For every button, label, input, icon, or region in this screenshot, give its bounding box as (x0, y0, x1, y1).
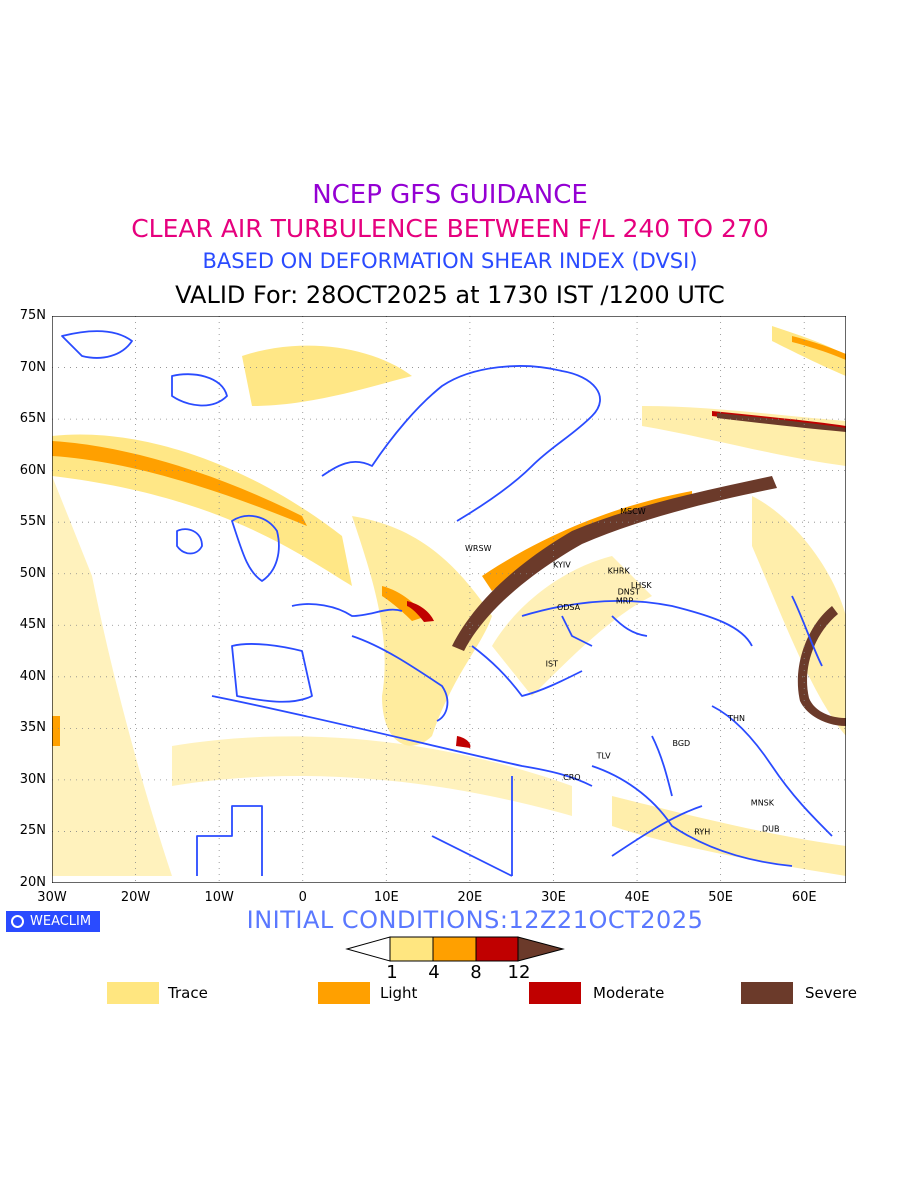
colorbar-tick-label: 12 (507, 962, 531, 983)
colorbar-segment (432, 936, 477, 962)
latitude-label: 30N (19, 771, 46, 787)
station-label: ODSA (557, 603, 581, 612)
latitude-label: 70N (19, 359, 46, 375)
title-line-2: CLEAR AIR TURBULENCE BETWEEN F/L 240 TO … (131, 214, 769, 243)
station-label: CRO (563, 773, 580, 782)
latitude-label: 45N (19, 617, 46, 633)
weaclim-label: WEACLIM (30, 914, 92, 929)
colorbar-tick-label: 4 (428, 962, 440, 983)
latitude-label: 50N (19, 565, 46, 581)
colorbar (345, 936, 565, 962)
latitude-label: 20N (19, 875, 46, 890)
longitude-label: 50E (708, 890, 733, 905)
legend-label-moderate: Moderate (593, 984, 665, 1002)
longitude-label: 40E (624, 890, 650, 905)
station-label: MRP (616, 597, 633, 606)
latitude-label: 25N (19, 823, 46, 839)
colorbar-segment (389, 936, 434, 962)
legend-swatch-moderate (529, 982, 581, 1004)
coastlines-and-borders (61, 330, 833, 877)
title-line-3: BASED ON DEFORMATION SHEAR INDEX (DVSI) (202, 249, 698, 273)
station-label: MSCW (620, 507, 646, 516)
latitude-label: 60N (19, 462, 46, 478)
latitude-label: 75N (19, 308, 46, 323)
legend-label-trace: Trace (168, 984, 208, 1002)
legend-swatch-trace (107, 982, 159, 1004)
legend-label-severe: Severe (805, 984, 857, 1002)
latitude-label: 55N (19, 514, 46, 530)
colorbar-tick-label: 1 (386, 962, 398, 983)
longitude-label: 20E (457, 890, 483, 905)
turbulence-shading (52, 326, 846, 876)
latitude-label: 35N (19, 720, 46, 736)
initial-conditions: INITIAL CONDITIONS:12Z21OCT2025 (246, 906, 704, 934)
station-label: THN (727, 714, 745, 723)
map-grid (52, 316, 846, 883)
colorbar-low-triangle (345, 936, 391, 962)
weaclim-ring-icon (11, 915, 24, 928)
station-label: IST (546, 660, 558, 669)
longitude-label: 10W (204, 890, 234, 905)
station-label: KYIV (553, 561, 571, 570)
valid-time: VALID For: 28OCT2025 at 1730 IST /1200 U… (175, 281, 725, 309)
legend-label-light: Light (380, 984, 418, 1002)
longitude-label: 60E (791, 890, 817, 905)
station-label: LHSK (631, 581, 653, 590)
title-line-1: NCEP GFS GUIDANCE (312, 180, 588, 210)
latitude-label: 65N (19, 411, 46, 427)
legend-swatch-light (318, 982, 370, 1004)
longitude-label: 30W (37, 890, 67, 905)
colorbar-tick-label: 8 (470, 962, 482, 983)
weaclim-logo: WEACLIM (6, 911, 100, 932)
station-label: DUB (762, 824, 780, 833)
longitude-label: 10E (373, 890, 399, 905)
station-label: MNSK (751, 799, 775, 808)
longitude-label: 20W (120, 890, 151, 905)
longitude-label: 30E (541, 890, 566, 905)
station-label: DNST (618, 587, 640, 596)
colorbar-segment (475, 936, 519, 962)
station-label: RYH (694, 828, 710, 837)
station-label: TLV (596, 751, 611, 760)
station-label: WRSW (465, 544, 492, 553)
latitude-label: 40N (19, 668, 46, 684)
station-label: BGD (672, 739, 690, 748)
station-label: KHRK (608, 567, 631, 576)
longitude-label: 0 (298, 890, 307, 905)
legend-swatch-severe (741, 982, 793, 1004)
colorbar-high-triangle (517, 936, 565, 962)
